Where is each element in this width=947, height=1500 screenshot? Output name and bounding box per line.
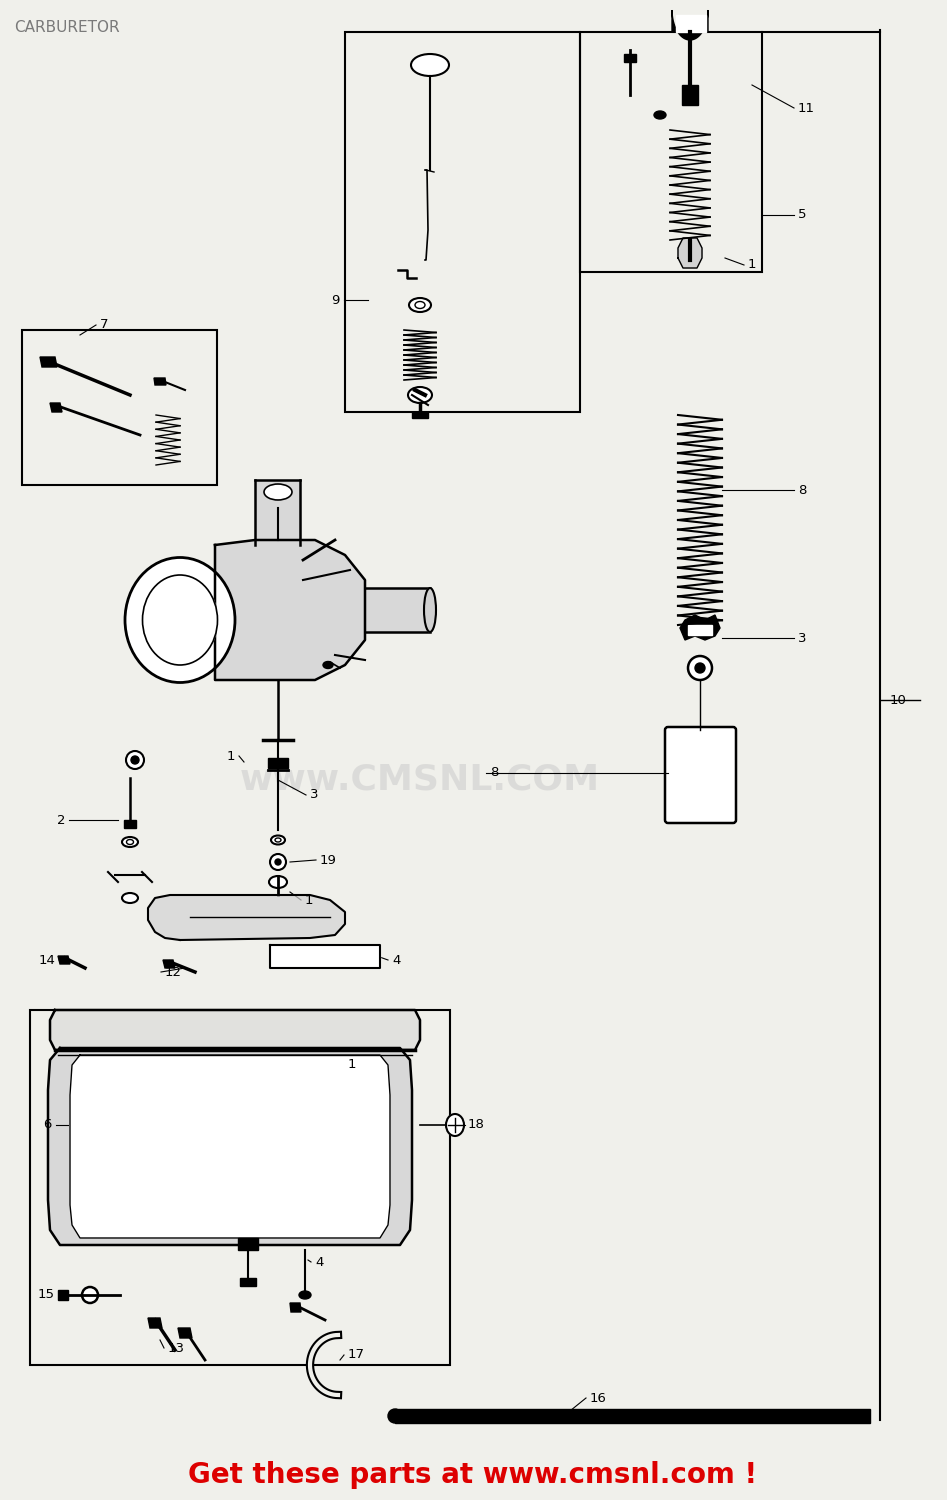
Text: 19: 19 <box>320 853 337 867</box>
Polygon shape <box>240 1278 256 1286</box>
Polygon shape <box>395 1408 870 1424</box>
Ellipse shape <box>409 298 431 312</box>
Ellipse shape <box>264 484 292 500</box>
Circle shape <box>82 1287 98 1304</box>
Ellipse shape <box>411 54 449 76</box>
Text: 1: 1 <box>748 258 757 272</box>
Text: 15: 15 <box>38 1288 55 1302</box>
Text: Get these parts at www.cmsnl.com !: Get these parts at www.cmsnl.com ! <box>188 1461 758 1490</box>
Text: 14: 14 <box>38 954 55 966</box>
Polygon shape <box>124 821 136 828</box>
Text: 10: 10 <box>890 693 907 706</box>
Polygon shape <box>238 1238 258 1250</box>
Circle shape <box>275 859 281 865</box>
Text: 18: 18 <box>468 1119 485 1131</box>
Circle shape <box>131 756 139 764</box>
Polygon shape <box>48 1048 412 1245</box>
Circle shape <box>126 752 144 770</box>
Ellipse shape <box>271 836 285 844</box>
Polygon shape <box>676 15 706 32</box>
Polygon shape <box>290 1304 301 1312</box>
Circle shape <box>270 853 286 870</box>
Polygon shape <box>624 54 636 62</box>
Circle shape <box>695 663 705 674</box>
Text: www.CMSNL.COM: www.CMSNL.COM <box>240 764 600 796</box>
Polygon shape <box>268 758 288 768</box>
Ellipse shape <box>388 1408 402 1424</box>
Polygon shape <box>412 413 428 419</box>
Text: 12: 12 <box>165 966 182 978</box>
Polygon shape <box>255 480 300 544</box>
Text: 1: 1 <box>226 750 235 762</box>
Polygon shape <box>50 404 62 412</box>
Text: 1: 1 <box>305 894 313 906</box>
Ellipse shape <box>299 1292 311 1299</box>
Text: CARBURETOR: CARBURETOR <box>14 20 119 34</box>
Bar <box>580 32 762 272</box>
Polygon shape <box>148 896 345 940</box>
Polygon shape <box>678 238 702 268</box>
Text: 3: 3 <box>798 632 807 645</box>
Text: 11: 11 <box>798 102 815 114</box>
Ellipse shape <box>446 1114 464 1136</box>
Text: 17: 17 <box>348 1348 365 1362</box>
Text: 9: 9 <box>331 294 340 306</box>
Polygon shape <box>680 615 720 640</box>
Text: 8: 8 <box>798 483 807 496</box>
Text: 2: 2 <box>57 813 65 826</box>
Ellipse shape <box>424 588 436 632</box>
Text: 4: 4 <box>392 954 401 966</box>
Text: 8: 8 <box>490 766 498 780</box>
Text: 13: 13 <box>168 1341 185 1354</box>
Text: 1: 1 <box>348 1059 356 1071</box>
Ellipse shape <box>269 876 287 888</box>
FancyBboxPatch shape <box>665 728 736 824</box>
Ellipse shape <box>408 387 432 404</box>
Ellipse shape <box>142 574 218 664</box>
Circle shape <box>688 656 712 680</box>
Text: 16: 16 <box>590 1392 607 1404</box>
Bar <box>345 32 580 412</box>
Polygon shape <box>40 357 57 368</box>
Text: 3: 3 <box>310 789 318 801</box>
Polygon shape <box>682 86 698 105</box>
Polygon shape <box>270 945 380 968</box>
Ellipse shape <box>122 892 138 903</box>
Ellipse shape <box>122 837 138 848</box>
Bar <box>22 330 217 484</box>
Polygon shape <box>365 588 430 632</box>
Polygon shape <box>58 1290 68 1300</box>
Text: 4: 4 <box>315 1256 323 1269</box>
Ellipse shape <box>125 558 235 682</box>
Polygon shape <box>58 956 70 964</box>
Text: 5: 5 <box>798 209 807 222</box>
Text: 7: 7 <box>100 318 109 332</box>
Polygon shape <box>163 960 175 968</box>
Polygon shape <box>215 540 365 680</box>
Polygon shape <box>148 1318 162 1328</box>
Polygon shape <box>688 626 712 634</box>
Bar <box>30 1010 450 1365</box>
Polygon shape <box>50 1010 420 1050</box>
Ellipse shape <box>323 662 333 669</box>
Text: 6: 6 <box>44 1119 52 1131</box>
Polygon shape <box>178 1328 192 1338</box>
Polygon shape <box>154 378 166 386</box>
Polygon shape <box>70 1054 390 1238</box>
Ellipse shape <box>654 111 666 118</box>
Polygon shape <box>672 10 708 40</box>
